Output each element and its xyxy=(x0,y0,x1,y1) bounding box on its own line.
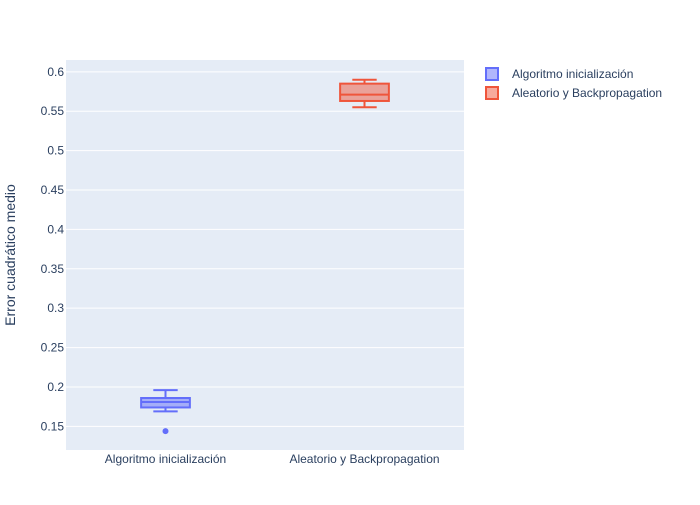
x-tick-labels: Algoritmo inicialización Aleatorio y Back… xyxy=(105,452,440,466)
y-tick-label: 0.15 xyxy=(41,419,65,433)
legend-swatch xyxy=(485,67,499,81)
legend-item[interactable]: Aleatorio y Backpropagation xyxy=(485,86,662,100)
y-tick-label: 0.25 xyxy=(41,341,65,355)
y-tick-labels: 0.15 0.2 0.25 0.3 0.35 0.4 0.45 0.5 0.55 0.6 xyxy=(41,65,65,434)
legend[interactable]: Algoritmo inicialización Aleatorio y Back… xyxy=(485,67,662,100)
legend-label: Algoritmo inicialización xyxy=(512,67,633,81)
y-tick-label: 0.35 xyxy=(41,262,65,276)
legend-label: Aleatorio y Backpropagation xyxy=(512,86,662,100)
plot-background xyxy=(66,60,464,450)
box-2 xyxy=(339,78,390,109)
boxes xyxy=(140,78,390,435)
x-tick-label: Algoritmo inicialización xyxy=(105,452,226,466)
y-axis-label: Error cuadrático medio xyxy=(2,184,18,326)
y-tick-label: 0.6 xyxy=(47,65,64,79)
y-tick-label: 0.2 xyxy=(47,380,64,394)
legend-item[interactable]: Algoritmo inicialización xyxy=(485,67,633,81)
grid-lines xyxy=(66,71,464,427)
y-tick-label: 0.45 xyxy=(41,183,65,197)
y-tick-label: 0.5 xyxy=(47,144,64,158)
x-tick-label: Aleatorio y Backpropagation xyxy=(289,452,439,466)
box-1 xyxy=(140,389,191,435)
iqr-box xyxy=(339,82,390,102)
y-tick-label: 0.4 xyxy=(47,222,64,236)
legend-swatch xyxy=(485,86,499,100)
y-tick-label: 0.55 xyxy=(41,104,65,118)
outlier-point xyxy=(162,428,169,435)
y-tick-label: 0.3 xyxy=(47,301,64,315)
